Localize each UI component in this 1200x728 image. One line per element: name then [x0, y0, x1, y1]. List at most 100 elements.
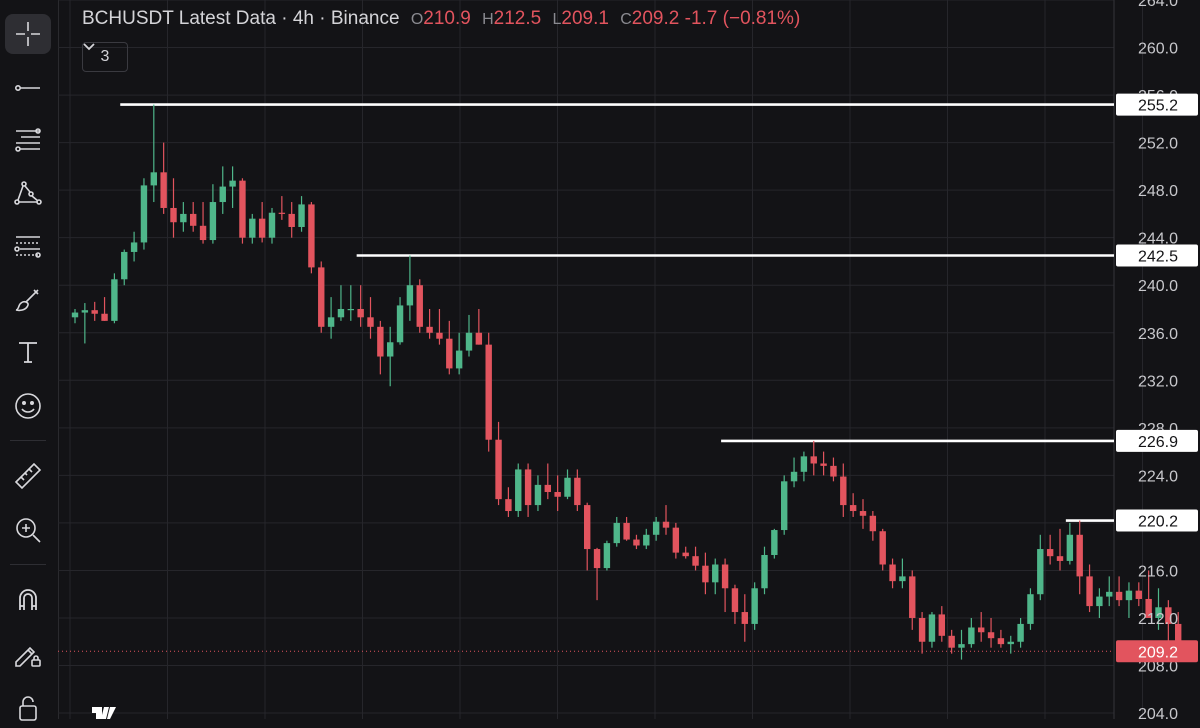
pattern-icon[interactable]: [5, 172, 51, 212]
candle-body: [475, 332, 483, 345]
close-value: 209.2: [631, 8, 680, 29]
price-level-label: 220.2: [1138, 514, 1178, 531]
trend-line-icon[interactable]: [5, 66, 51, 106]
drawing-toolbar: [0, 0, 59, 721]
candlestick-chart[interactable]: 264.0260.0256.0252.0248.0244.0240.0236.0…: [58, 0, 1200, 719]
candle-body: [1037, 549, 1044, 595]
ruler-icon[interactable]: [5, 456, 51, 496]
candle-body: [613, 522, 620, 544]
candle-body: [190, 213, 197, 226]
symbol-title[interactable]: BCHUSDT Latest Data: [82, 8, 276, 29]
high-label: H: [482, 11, 494, 28]
candle-body: [948, 635, 955, 648]
candle-body: [623, 522, 630, 540]
candle-body: [495, 439, 502, 500]
candle-body: [564, 477, 571, 497]
last-price-tag: [1116, 640, 1198, 663]
fib-retracement-icon[interactable]: [5, 120, 51, 160]
candle-body: [751, 588, 758, 624]
candle-body: [731, 588, 739, 613]
candle-body: [682, 552, 689, 557]
candle-body: [1027, 594, 1034, 624]
candle-body: [1056, 556, 1064, 561]
lock-icon[interactable]: [5, 688, 51, 728]
indicators-count: 3: [100, 48, 110, 65]
candle-body: [584, 505, 591, 550]
zoom-in-icon[interactable]: [5, 510, 51, 550]
candle-body: [761, 554, 768, 589]
candle-body: [199, 225, 207, 241]
candle-body: [781, 481, 788, 531]
candle-body: [268, 212, 276, 238]
candle-body: [544, 484, 551, 493]
price-level-label: 242.5: [1138, 249, 1178, 266]
candle-body: [160, 172, 167, 208]
candle-body: [377, 326, 384, 357]
lock-drawing-icon[interactable]: [5, 634, 51, 674]
candle-body: [337, 308, 345, 318]
toolbar-divider: [10, 564, 46, 565]
separator: ·: [281, 8, 288, 29]
y-tick-label: 232.0: [1138, 373, 1178, 390]
candle-body: [771, 530, 778, 555]
price-levels: [58, 103, 1114, 652]
candle-body: [702, 565, 709, 583]
candle-body: [130, 242, 138, 252]
candle-body: [71, 312, 79, 318]
chevron-down-icon: [83, 43, 95, 51]
candle-body: [180, 213, 187, 223]
indicators-toggle-button[interactable]: 3: [82, 42, 128, 72]
candle-body: [869, 515, 877, 532]
candle-body: [406, 285, 414, 306]
candle-body: [849, 505, 857, 512]
candle-body: [455, 350, 463, 369]
candle-body: [1046, 549, 1054, 557]
candle-body: [298, 204, 305, 227]
brush-icon[interactable]: [5, 280, 51, 320]
candle-body: [1125, 590, 1133, 601]
candle-body: [1007, 641, 1014, 645]
candle-body: [387, 342, 394, 357]
candle-body: [347, 308, 354, 311]
price-level-tag: [1116, 93, 1198, 116]
candle-body: [446, 338, 453, 369]
candle-body: [741, 612, 748, 624]
candle-body: [918, 617, 926, 642]
candle-body: [652, 521, 660, 535]
y-tick-label: 240.0: [1138, 278, 1178, 295]
candle-body: [574, 477, 581, 506]
candle-body: [958, 644, 965, 648]
candle-body: [830, 465, 837, 477]
crosshair-icon[interactable]: [5, 14, 51, 54]
price-level-tag: [1116, 244, 1198, 267]
candle-body: [91, 310, 98, 314]
candle-body: [603, 543, 611, 569]
candle-body: [258, 218, 266, 238]
candle-body: [505, 499, 512, 512]
candle-body: [928, 614, 936, 642]
y-tick-label: 204.0: [1138, 706, 1178, 719]
candle-body: [239, 180, 246, 238]
open-label: O: [410, 11, 424, 28]
candle-body: [997, 638, 1005, 645]
candle-body: [357, 308, 364, 318]
candle-body: [426, 326, 433, 333]
candle-body: [170, 207, 177, 223]
price-level-label: 226.9: [1138, 434, 1178, 451]
magnet-icon[interactable]: [5, 580, 51, 620]
price-axis[interactable]: 264.0260.0256.0252.0248.0244.0240.0236.0…: [1116, 0, 1198, 719]
text-icon[interactable]: [5, 332, 51, 372]
separator: ·: [319, 8, 326, 29]
forecasting-icon[interactable]: [5, 225, 51, 265]
candle-body: [1175, 623, 1182, 652]
interval[interactable]: 4h: [292, 8, 314, 29]
last-price-label: 209.2: [1138, 644, 1178, 661]
emoji-icon[interactable]: [5, 386, 51, 426]
candle-body: [1086, 576, 1093, 607]
candle-body: [81, 310, 89, 313]
candle-body: [633, 539, 640, 546]
chart-area[interactable]: 264.0260.0256.0252.0248.0244.0240.0236.0…: [58, 0, 1200, 719]
candle-body: [1066, 534, 1074, 561]
y-tick-label: 252.0: [1138, 136, 1178, 153]
candle-body: [593, 549, 601, 569]
